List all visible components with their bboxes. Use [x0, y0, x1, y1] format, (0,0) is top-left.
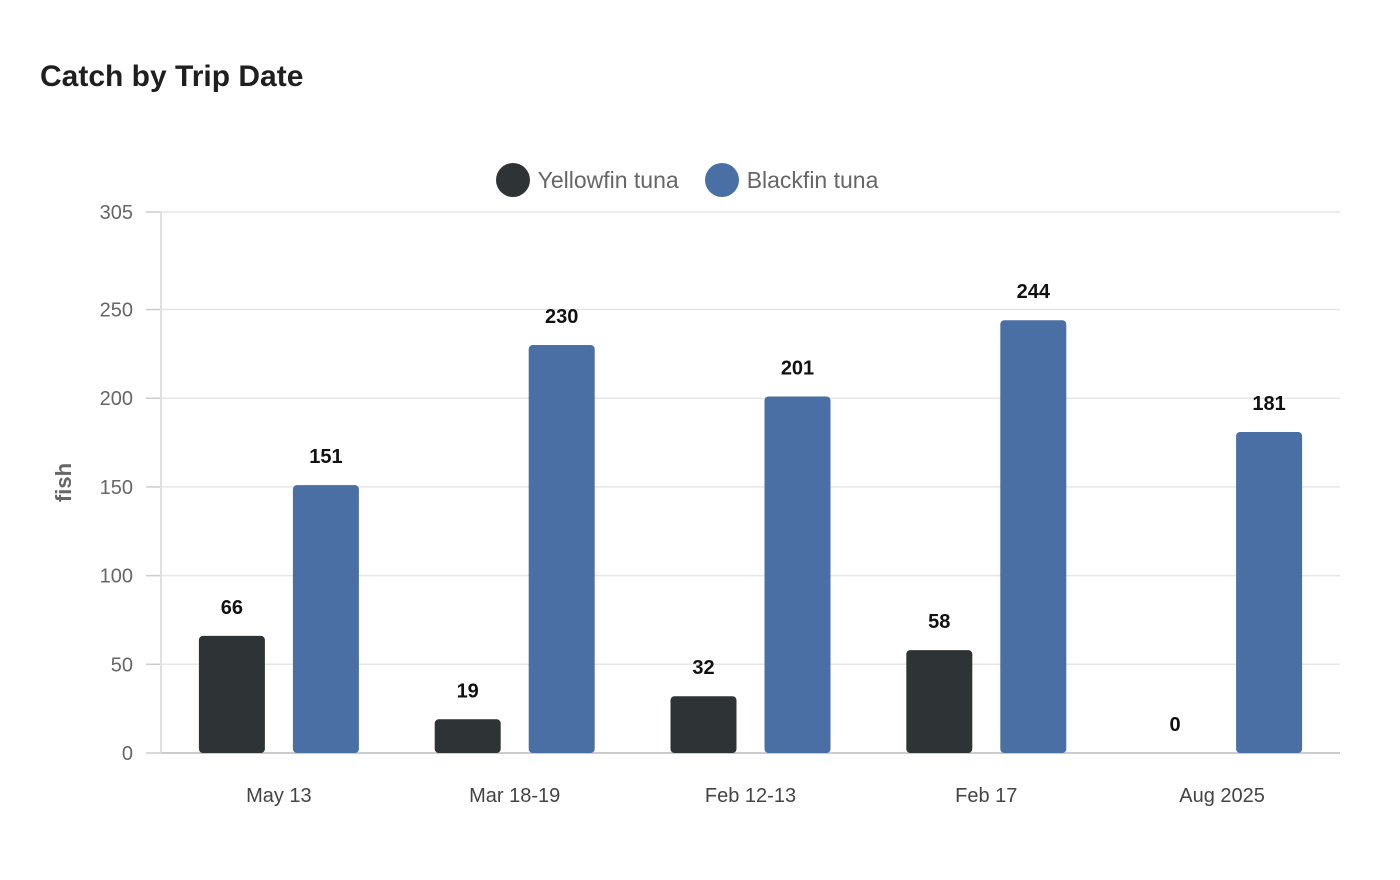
data-label: 151 — [309, 446, 342, 468]
data-label: 19 — [457, 680, 479, 702]
legend-swatch-blackfin — [704, 163, 739, 197]
y-tick-label: 150 — [100, 477, 133, 499]
legend-label-blackfin: Blackfin tuna — [746, 166, 879, 193]
y-tick-label: 305 — [100, 202, 133, 224]
y-tick-label: 100 — [100, 566, 133, 588]
chart-title: Catch by Trip Date — [40, 60, 304, 93]
x-category-label: Feb 17 — [955, 785, 1017, 807]
bar-blackfin — [764, 396, 831, 753]
data-label: 66 — [221, 597, 243, 619]
bar-blackfin — [1236, 431, 1303, 753]
data-label: 244 — [1017, 281, 1051, 303]
x-category-label: Feb 12-13 — [705, 785, 796, 807]
data-label: 181 — [1252, 393, 1285, 415]
x-category-label: May 13 — [246, 785, 312, 807]
data-label: 32 — [692, 657, 714, 679]
y-tick-label: 50 — [111, 654, 133, 676]
data-label: 0 — [1170, 714, 1181, 736]
x-category-label: Aug 2025 — [1179, 785, 1265, 807]
data-label: 201 — [781, 357, 814, 379]
legend-label-yellowfin: Yellowfin tuna — [537, 166, 679, 193]
chart-legend: Yellowfin tuna Blackfin tuna — [0, 163, 1374, 197]
bar-yellowfin — [670, 696, 737, 753]
data-label: 230 — [545, 306, 578, 328]
data-label: 58 — [928, 611, 950, 633]
y-tick-label: 250 — [100, 300, 133, 322]
legend-swatch-yellowfin — [495, 163, 530, 197]
legend-item-yellowfin[interactable]: Yellowfin tuna — [495, 163, 679, 197]
bar-yellowfin — [434, 719, 501, 753]
x-category-label: Mar 18-19 — [469, 785, 560, 807]
bar-blackfin — [528, 345, 595, 753]
legend-item-blackfin[interactable]: Blackfin tuna — [704, 163, 879, 197]
bar-yellowfin — [906, 650, 973, 753]
y-axis-title: fish — [51, 463, 76, 502]
y-tick-label: 0 — [122, 743, 133, 765]
bar-blackfin — [1000, 320, 1067, 753]
y-tick-label: 200 — [100, 388, 133, 410]
bar-blackfin — [292, 485, 359, 753]
bar-yellowfin — [198, 635, 265, 753]
